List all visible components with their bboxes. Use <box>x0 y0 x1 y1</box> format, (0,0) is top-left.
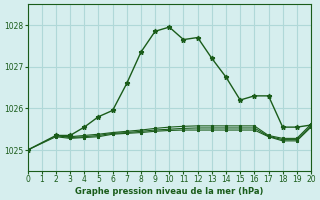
X-axis label: Graphe pression niveau de la mer (hPa): Graphe pression niveau de la mer (hPa) <box>75 187 263 196</box>
